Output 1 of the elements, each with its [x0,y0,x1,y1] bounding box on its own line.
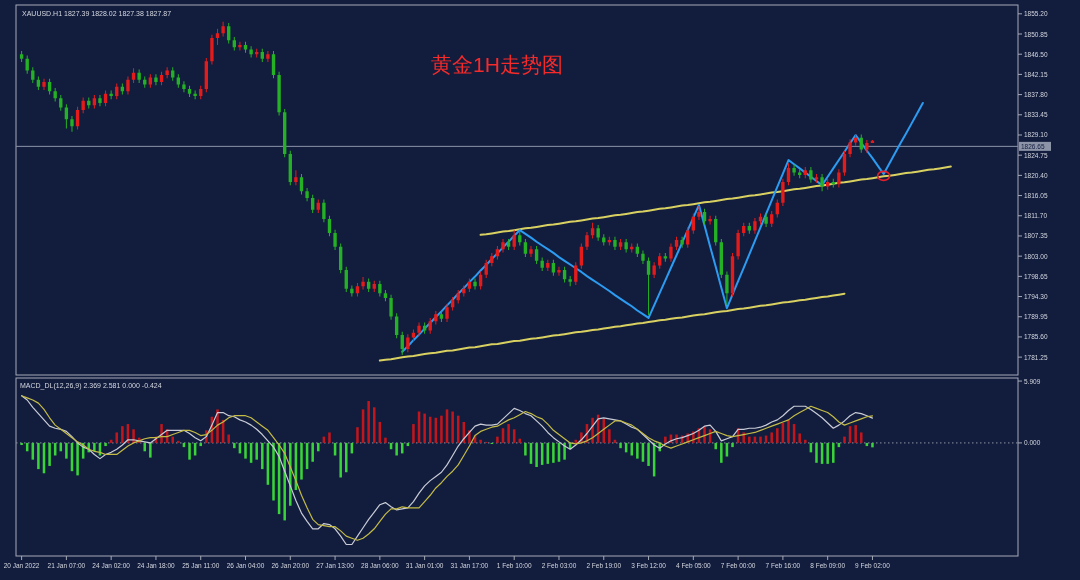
text: 黄金1H走势图 [431,53,563,76]
